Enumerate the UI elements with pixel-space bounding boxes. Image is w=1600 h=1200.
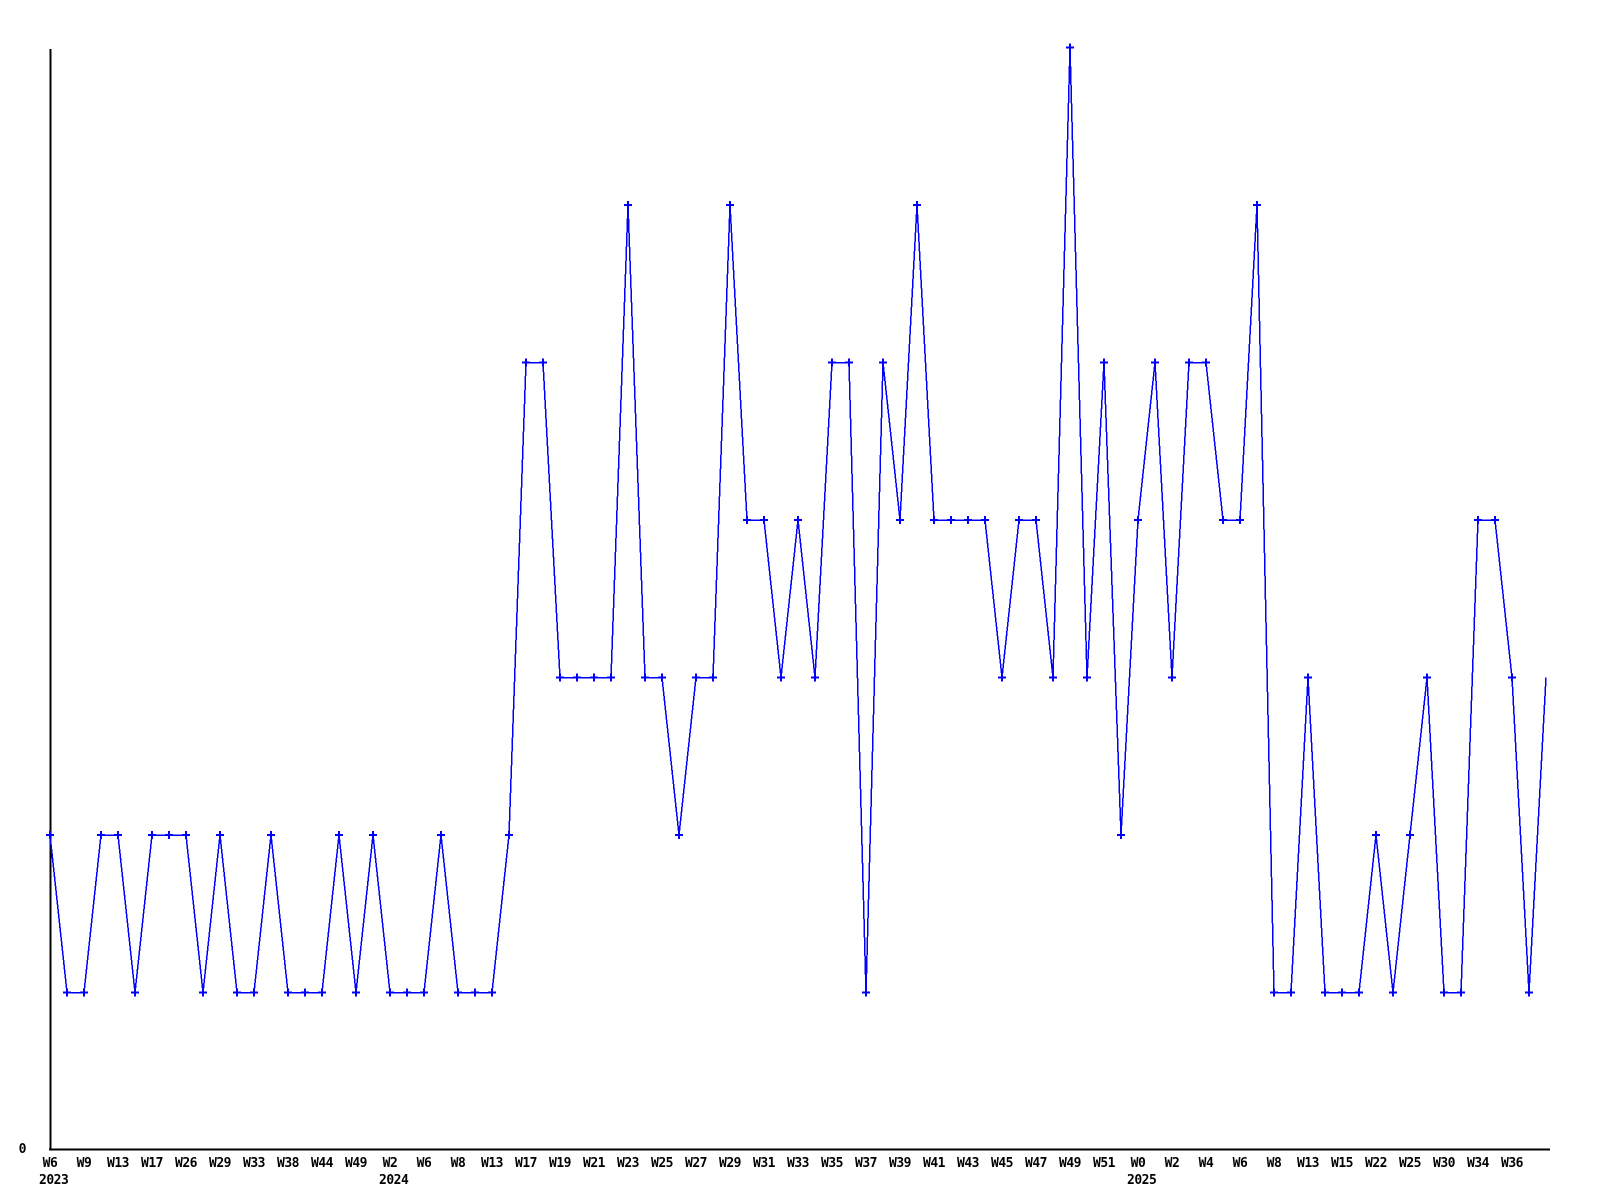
x-tick-label: W27	[685, 1156, 707, 1171]
axes	[49, 49, 1550, 1151]
x-tick-label: W17	[141, 1156, 163, 1171]
x-tick-label: W35	[821, 1156, 843, 1171]
x-tick-label: W8	[451, 1156, 466, 1171]
x-tick-label: W6	[1233, 1156, 1248, 1171]
x-tick-label: W26	[175, 1156, 198, 1171]
x-tick-label: W33	[787, 1156, 809, 1171]
x-tick-label: W13	[1297, 1156, 1319, 1171]
x-tick-label: W25	[651, 1156, 673, 1171]
x-tick-label: W21	[583, 1156, 606, 1171]
x-tick-label: W8	[1267, 1156, 1282, 1171]
x-tick-label: W45	[991, 1156, 1013, 1171]
x-tick-label: W9	[77, 1156, 92, 1171]
year-label: 2024	[379, 1173, 409, 1188]
x-tick-label: W36	[1501, 1156, 1524, 1171]
x-tick-label: W34	[1467, 1156, 1490, 1171]
series-point-markers	[46, 43, 1533, 997]
x-tick-label: W49	[345, 1156, 367, 1171]
x-tick-label: W2	[1165, 1156, 1180, 1171]
x-tick-label: W22	[1365, 1156, 1387, 1171]
x-tick-label: W13	[481, 1156, 503, 1171]
x-tick-label: W37	[855, 1156, 877, 1171]
x-tick-label: W44	[311, 1156, 334, 1171]
x-tick-label: W15	[1331, 1156, 1353, 1171]
x-tick-label: W0	[1131, 1156, 1146, 1171]
x-tick-label: W30	[1433, 1156, 1456, 1171]
x-tick-label: W41	[923, 1156, 946, 1171]
x-tick-label: W4	[1199, 1156, 1214, 1171]
x-tick-label: W29	[209, 1156, 231, 1171]
x-tick-label: W17	[515, 1156, 537, 1171]
x-tick-labels: W6 W9 W13 W17 W26 W29 W33 W38 W44 W49 W2 W6 W8 W13 W17…	[43, 1156, 1524, 1171]
x-tick-label: W31	[753, 1156, 776, 1171]
y-tick-label: 0	[19, 1142, 27, 1157]
x-tick-label: W13	[107, 1156, 129, 1171]
year-labels: 2023 2024 2025	[39, 1173, 1157, 1188]
x-tick-label: W19	[549, 1156, 571, 1171]
x-tick-label: W47	[1025, 1156, 1047, 1171]
x-tick-label: W51	[1093, 1156, 1116, 1171]
x-tick-label: W6	[417, 1156, 432, 1171]
x-tick-label: W33	[243, 1156, 265, 1171]
x-tick-label: W38	[277, 1156, 300, 1171]
x-tick-label: W23	[617, 1156, 639, 1171]
x-tick-label: W25	[1399, 1156, 1421, 1171]
x-tick-label: W49	[1059, 1156, 1081, 1171]
x-tick-label: W39	[889, 1156, 911, 1171]
x-tick-label: W2	[383, 1156, 398, 1171]
year-label: 2025	[1127, 1173, 1156, 1188]
x-tick-label: W43	[957, 1156, 979, 1171]
x-tick-label: W29	[719, 1156, 741, 1171]
x-tick-label: W6	[43, 1156, 58, 1171]
series-markers	[46, 43, 1533, 997]
year-label: 2023	[39, 1173, 68, 1188]
